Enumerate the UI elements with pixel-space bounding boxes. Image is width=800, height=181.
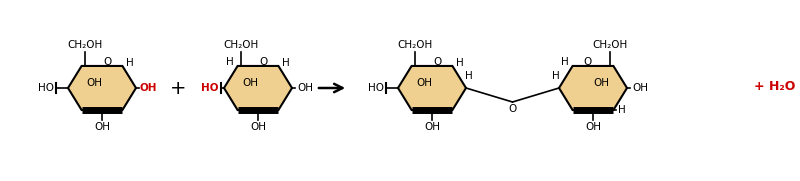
Text: H: H	[226, 57, 234, 67]
Text: H: H	[561, 57, 569, 67]
Text: O: O	[433, 57, 441, 67]
Text: OH: OH	[242, 78, 258, 88]
Text: H: H	[282, 58, 290, 68]
Text: +: +	[170, 79, 186, 98]
Text: OH: OH	[250, 122, 266, 132]
Text: CH₂OH: CH₂OH	[593, 40, 628, 50]
Text: HO: HO	[368, 83, 384, 93]
Text: OH: OH	[585, 122, 601, 132]
Text: CH₂OH: CH₂OH	[67, 40, 102, 50]
Text: OH: OH	[416, 78, 432, 88]
Text: CH₂OH: CH₂OH	[397, 40, 432, 50]
Text: OH: OH	[86, 78, 102, 88]
Text: H: H	[465, 71, 473, 81]
Text: H: H	[618, 105, 626, 115]
Polygon shape	[68, 66, 136, 110]
Text: HO: HO	[202, 83, 219, 93]
Polygon shape	[224, 66, 292, 110]
Text: H: H	[126, 58, 134, 68]
Text: OH: OH	[632, 83, 648, 93]
Text: O: O	[259, 57, 267, 67]
Polygon shape	[559, 66, 627, 110]
Text: H: H	[456, 58, 464, 68]
Text: OH: OH	[593, 78, 609, 88]
Text: CH₂OH: CH₂OH	[223, 40, 258, 50]
Text: H: H	[552, 71, 560, 81]
Text: O: O	[508, 104, 517, 114]
Text: OH: OH	[94, 122, 110, 132]
Text: HO: HO	[38, 83, 54, 93]
Text: OH: OH	[297, 83, 313, 93]
Text: + H₂O: + H₂O	[754, 79, 795, 92]
Polygon shape	[398, 66, 466, 110]
Text: OH: OH	[140, 83, 158, 93]
Text: O: O	[584, 57, 592, 67]
Text: OH: OH	[424, 122, 440, 132]
Text: O: O	[103, 57, 111, 67]
